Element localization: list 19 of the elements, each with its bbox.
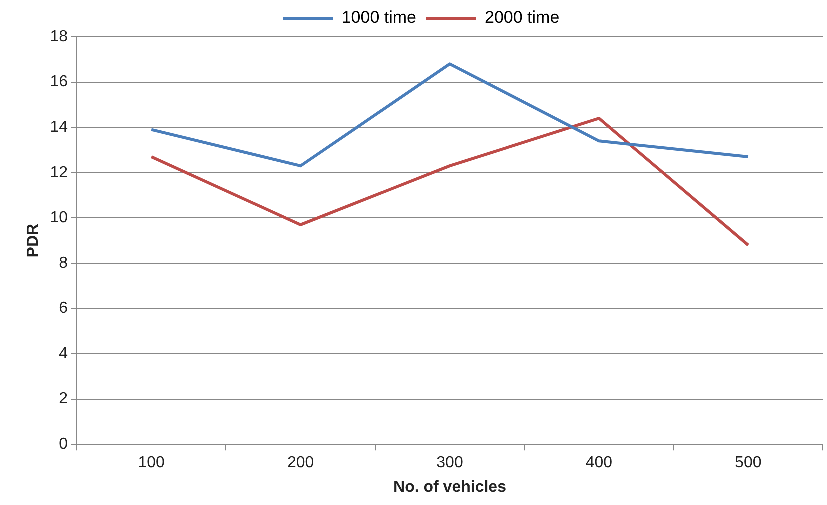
y-tick-label: 2 <box>59 390 68 408</box>
x-tick-label: 200 <box>287 454 314 472</box>
x-tick-label: 400 <box>586 454 613 472</box>
x-axis-title: No. of vehicles <box>394 478 507 496</box>
legend-label: 1000 time <box>342 8 417 28</box>
x-tick-label: 300 <box>436 454 464 472</box>
y-axis-title: PDR <box>25 223 42 258</box>
y-tick-label: 18 <box>50 28 68 46</box>
legend-label: 2000 time <box>485 8 560 28</box>
y-tick-label: 14 <box>50 118 68 136</box>
x-tick-label: 100 <box>138 454 166 472</box>
y-tick-label: 4 <box>59 345 68 362</box>
y-tick-label: 10 <box>50 210 68 227</box>
x-tick-label: 500 <box>735 454 762 472</box>
y-tick-label: 16 <box>50 74 68 91</box>
y-tick-label: 12 <box>50 164 68 182</box>
y-tick-label: 6 <box>59 300 68 318</box>
y-tick-label: 8 <box>59 254 68 272</box>
y-tick-label: 0 <box>59 436 68 454</box>
